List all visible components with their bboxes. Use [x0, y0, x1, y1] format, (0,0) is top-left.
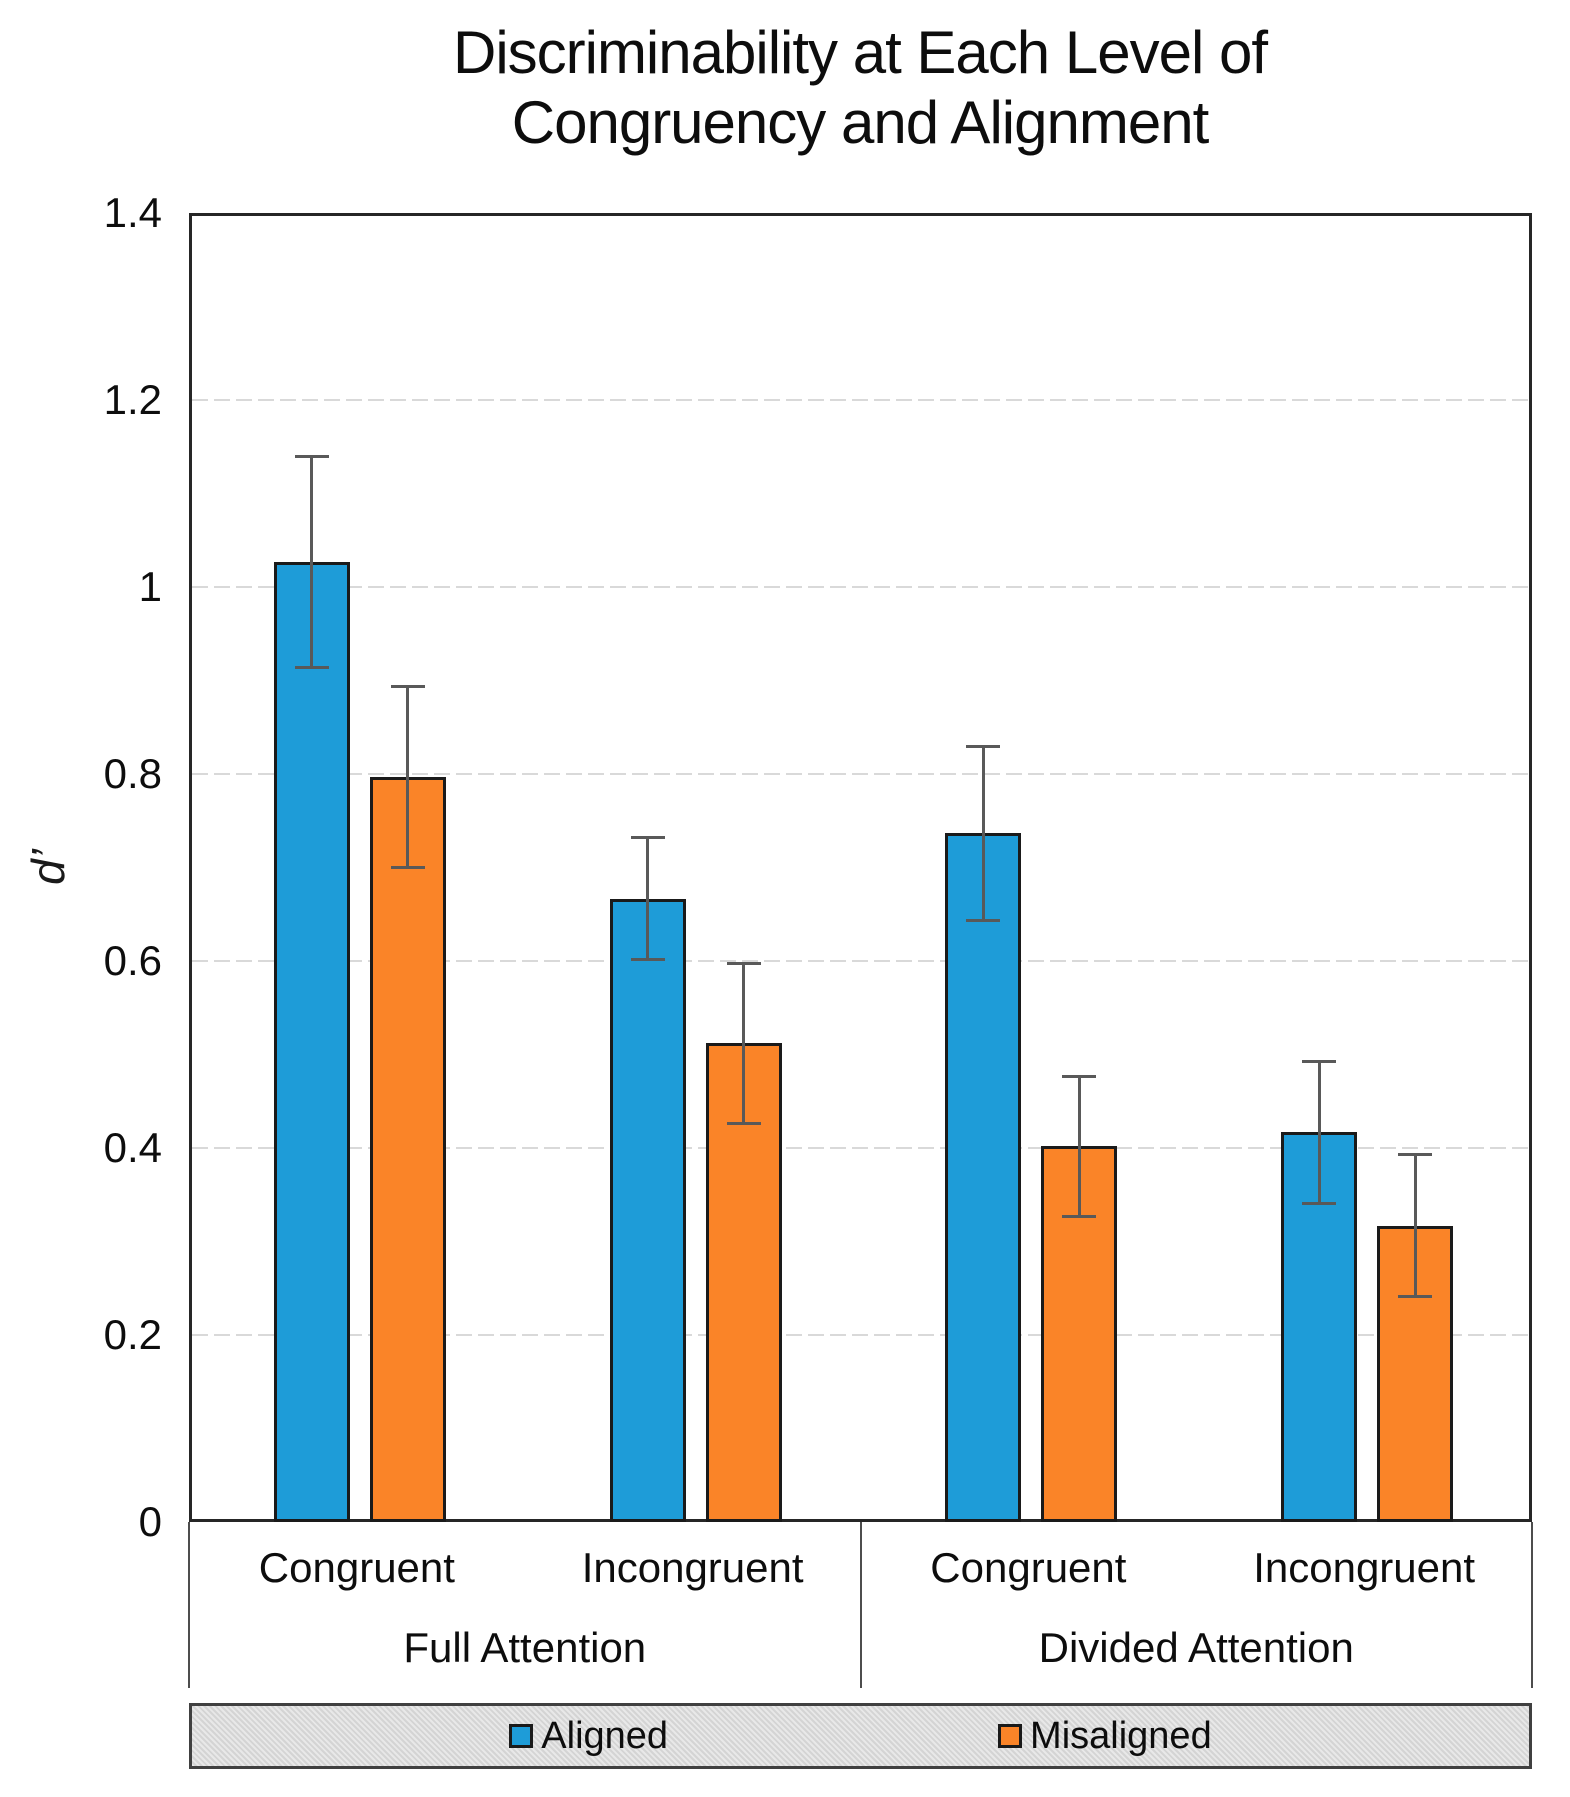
- y-tick-label-0: 0: [138, 1498, 162, 1545]
- chart-title-line-1: Discriminability at Each Level of: [452, 19, 1268, 86]
- error-cap-top-misaligned-3: [1398, 1153, 1433, 1157]
- legend-label-misaligned: Misaligned: [1030, 1714, 1212, 1757]
- gridline-0.8: [192, 773, 1529, 775]
- error-bar-aligned-1: [646, 837, 650, 960]
- error-cap-top-misaligned-0: [390, 684, 425, 688]
- y-tick-label-0.4: 0.4: [103, 1124, 162, 1171]
- error-cap-bottom-aligned-3: [1302, 1201, 1337, 1205]
- category-label-divided-attention-incongruent: Incongruent: [1253, 1544, 1476, 1591]
- error-bar-aligned-2: [981, 746, 985, 921]
- y-tick-label-0.8: 0.8: [103, 750, 162, 797]
- bar-aligned-3: [1281, 1132, 1358, 1522]
- y-tick-label-1: 1: [138, 563, 162, 610]
- gridline-0.2: [192, 1334, 1529, 1336]
- category-label-divided-attention-congruent: Congruent: [930, 1544, 1127, 1591]
- error-cap-top-aligned-2: [966, 744, 1001, 748]
- category-label-full-attention-congruent: Congruent: [258, 1544, 455, 1591]
- error-cap-bottom-aligned-0: [294, 666, 329, 670]
- bar-aligned-1: [609, 898, 686, 1522]
- legend-entry-misaligned: Misaligned: [998, 1715, 1212, 1758]
- legend-marker-aligned: [509, 1724, 534, 1748]
- error-bar-aligned-3: [1317, 1061, 1321, 1204]
- gridline-0.4: [192, 1147, 1529, 1149]
- gridline-0.6: [192, 960, 1529, 962]
- legend: Aligned Misaligned: [189, 1703, 1532, 1769]
- y-tick-label-1.2: 1.2: [103, 376, 162, 423]
- y-tick-label-1.4: 1.4: [103, 189, 162, 236]
- chart-title: Discriminability at Each Level of Congru…: [110, 18, 1570, 158]
- error-cap-top-aligned-3: [1302, 1059, 1337, 1063]
- error-cap-top-misaligned-2: [1062, 1074, 1097, 1078]
- error-bar-misaligned-2: [1077, 1076, 1081, 1217]
- plot-area: [189, 213, 1532, 1522]
- bar-misaligned-3: [1377, 1225, 1454, 1522]
- error-cap-top-aligned-0: [294, 454, 329, 458]
- y-tick-label-0.2: 0.2: [103, 1311, 162, 1358]
- group-label-full-attention: Full Attention: [403, 1624, 647, 1671]
- error-cap-top-aligned-1: [630, 836, 665, 840]
- error-cap-bottom-aligned-2: [966, 918, 1001, 922]
- legend-label-aligned: Aligned: [541, 1714, 669, 1757]
- bar-aligned-2: [945, 833, 1022, 1522]
- error-bar-misaligned-1: [742, 963, 746, 1124]
- error-cap-bottom-misaligned-3: [1398, 1295, 1433, 1299]
- y-axis-title: d’: [22, 849, 74, 885]
- error-cap-bottom-misaligned-1: [726, 1122, 761, 1126]
- chart-title-line-2: Congruency and Alignment: [511, 89, 1209, 156]
- group-label-divided-attention: Divided Attention: [1038, 1624, 1354, 1671]
- bar-misaligned-0: [369, 777, 446, 1522]
- legend-entry-aligned: Aligned: [509, 1715, 668, 1758]
- legend-marker-misaligned: [998, 1724, 1023, 1748]
- axis-divider-2: [1531, 1522, 1533, 1688]
- error-cap-top-misaligned-1: [726, 961, 761, 965]
- category-label-full-attention-incongruent: Incongruent: [581, 1544, 804, 1591]
- error-cap-bottom-misaligned-0: [390, 866, 425, 870]
- error-bar-misaligned-3: [1413, 1154, 1417, 1297]
- error-bar-aligned-0: [310, 456, 314, 668]
- axis-divider-0: [188, 1522, 190, 1688]
- bar-aligned-0: [273, 561, 350, 1522]
- error-cap-bottom-misaligned-2: [1062, 1214, 1097, 1218]
- error-cap-bottom-aligned-1: [630, 957, 665, 961]
- y-tick-label-0.6: 0.6: [103, 937, 162, 984]
- axis-divider-1: [859, 1522, 862, 1688]
- gridline-1: [192, 586, 1529, 588]
- error-bar-misaligned-0: [406, 686, 410, 868]
- gridline-1.2: [192, 399, 1529, 401]
